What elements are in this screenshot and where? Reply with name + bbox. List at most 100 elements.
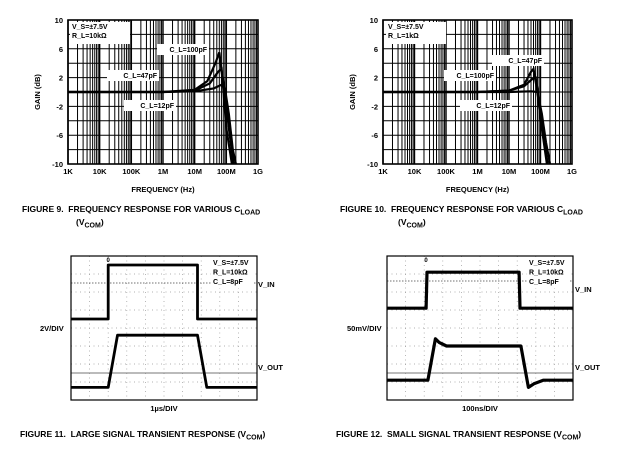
vertical-scale-label: 50mV/DIV — [347, 324, 382, 333]
vin-label: V_IN — [575, 285, 592, 294]
x-tick-label: 1G — [567, 167, 577, 176]
trace-vout — [387, 337, 573, 389]
y-tick-label: -10 — [367, 160, 378, 169]
figure-title-end: ) — [262, 429, 266, 439]
figure-number: FIGURE 9. — [22, 204, 64, 214]
x-tick-label: 100M — [217, 167, 236, 176]
figure-title: FREQUENCY RESPONSE FOR VARIOUS C — [391, 204, 564, 214]
figure-title-line2: (V — [76, 216, 85, 227]
annotation-bg — [107, 70, 159, 81]
test-condition: V_S=±7.5V — [388, 24, 424, 31]
y-tick-label: 6 — [59, 45, 63, 54]
test-condition: C_L=8pF — [213, 279, 243, 286]
y-axis-label: GAIN (dB) — [348, 74, 357, 110]
x-tick-label: 100M — [531, 167, 550, 176]
x-tick-label: 10K — [408, 167, 422, 176]
annotation-bg — [157, 44, 209, 55]
x-tick-label: 1M — [158, 167, 168, 176]
ground-marker: 0 — [424, 258, 428, 264]
trace-vout — [71, 333, 257, 389]
series-cl100pf — [68, 52, 233, 165]
test-condition: C_L=8pF — [529, 279, 559, 286]
x-tick-label: 100K — [437, 167, 456, 176]
y-tick-label: 2 — [59, 74, 63, 83]
figure-10-caption: FIGURE 10. FREQUENCY RESPONSE FOR VARIOU… — [340, 204, 583, 229]
figure-12-caption: FIGURE 12. SMALL SIGNAL TRANSIENT RESPON… — [336, 429, 581, 442]
annotation-bg — [444, 70, 496, 81]
x-tick-label: 1G — [253, 167, 263, 176]
curve-annotation: C_L=100pF — [456, 73, 494, 80]
x-tick-label: 10M — [502, 167, 517, 176]
figure-title-sub: LOAD — [240, 209, 261, 217]
annotation-bg — [492, 55, 544, 66]
scope-plot-1 — [70, 255, 258, 401]
curve-annotation: C_L=100pF — [169, 47, 207, 54]
figure-title-line2-sub: COM — [406, 222, 423, 230]
x-axis-label: FREQUENCY (Hz) — [131, 185, 195, 194]
figure-title-end: ) — [578, 429, 582, 439]
horizontal-scale-label: 100ns/DIV — [462, 404, 498, 413]
x-tick-label: 1K — [378, 167, 388, 176]
x-tick-label: 1K — [63, 167, 73, 176]
series-cl100pf — [383, 76, 549, 165]
ground-marker: 0 — [107, 258, 111, 264]
figure-title-line2: (V — [398, 216, 407, 227]
figure-title-line2-end: ) — [422, 216, 426, 227]
vertical-scale-label: 2V/DIV — [40, 324, 64, 333]
curve-annotation: C_L=12pF — [140, 103, 174, 110]
test-condition: V_S=±7.5V — [72, 24, 108, 31]
scope-frame — [386, 255, 574, 401]
test-condition: R_L=1kΩ — [388, 33, 419, 40]
figure-title: FREQUENCY RESPONSE FOR VARIOUS C — [68, 204, 241, 214]
figure-number: FIGURE 12. — [336, 429, 383, 439]
bode-chart-2 — [382, 19, 573, 165]
y-tick-label: 2 — [374, 74, 378, 83]
curve-annotation: C_L=47pF — [123, 73, 157, 80]
figure-9-caption: FIGURE 9. FREQUENCY RESPONSE FOR VARIOUS… — [22, 204, 260, 229]
x-axis-label: FREQUENCY (Hz) — [446, 185, 510, 194]
figure-title-line2-end: ) — [100, 216, 104, 227]
y-tick-label: -2 — [371, 102, 378, 111]
x-tick-label: 10K — [93, 167, 107, 176]
vin-label: V_IN — [258, 280, 275, 289]
vout-label: V_OUT — [258, 363, 283, 372]
scope-frame — [70, 255, 258, 401]
y-tick-label: -6 — [371, 131, 378, 140]
figure-11-caption: FIGURE 11. LARGE SIGNAL TRANSIENT RESPON… — [20, 429, 265, 442]
curve-annotation: C_L=47pF — [508, 58, 542, 65]
y-tick-label: -2 — [56, 102, 63, 111]
figure-number: FIGURE 10. — [340, 204, 387, 214]
scope-plot-2 — [386, 255, 574, 401]
figure-number: FIGURE 11. — [20, 429, 66, 439]
y-axis-label: GAIN (dB) — [33, 74, 42, 110]
conditions-box — [527, 258, 569, 288]
conditions-box — [211, 258, 253, 288]
y-tick-label: -10 — [52, 160, 63, 169]
annotation-bg — [460, 100, 512, 111]
y-tick-label: -6 — [56, 131, 63, 140]
test-condition: V_S=±7.5V — [213, 260, 249, 267]
x-tick-label: 100K — [122, 167, 141, 176]
y-tick-label: 6 — [374, 45, 378, 54]
trace-vin — [71, 263, 257, 321]
figure-title: LARGE SIGNAL TRANSIENT RESPONSE (V — [70, 429, 247, 439]
annotation-bg — [124, 100, 176, 111]
figure-title-line2-sub: COM — [84, 222, 101, 230]
x-tick-label: 10M — [187, 167, 202, 176]
test-condition: R_L=10kΩ — [213, 270, 248, 277]
horizontal-scale-label: 1µs/DIV — [150, 404, 177, 413]
test-condition: R_L=10kΩ — [529, 270, 564, 277]
test-condition: V_S=±7.5V — [529, 260, 565, 267]
y-tick-label: 10 — [55, 16, 63, 25]
x-tick-label: 1M — [472, 167, 482, 176]
test-condition: R_L=10kΩ — [72, 33, 107, 40]
y-tick-label: 10 — [370, 16, 378, 25]
figure-title-sub: COM — [561, 434, 579, 442]
conditions-box — [386, 22, 446, 44]
series-cl12pf — [68, 83, 237, 165]
curve-annotation: C_L=12pF — [476, 103, 510, 110]
conditions-box — [70, 22, 130, 44]
vout-label: V_OUT — [575, 363, 600, 372]
trace-vin — [387, 270, 573, 310]
